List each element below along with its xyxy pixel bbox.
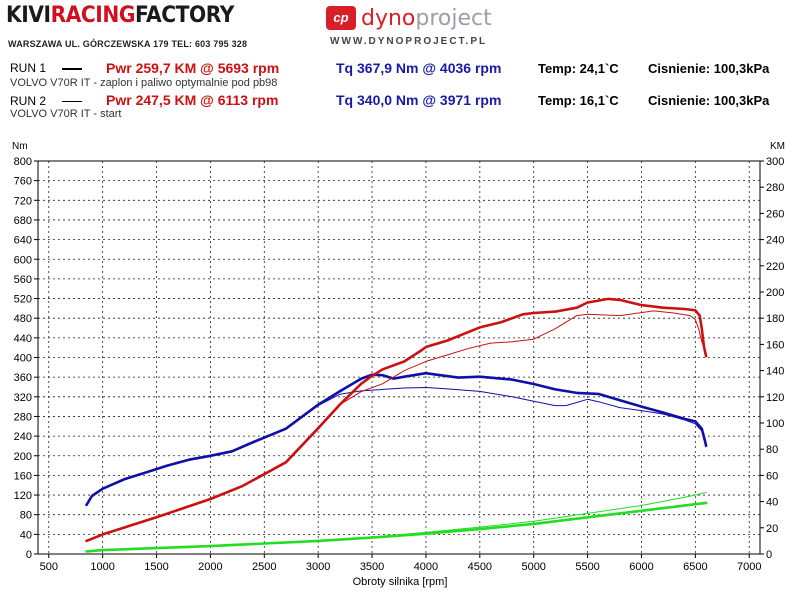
kivi-address: WARSZAWA UL. GÓRCZEWSKA 179 TEL: 603 795… [8, 39, 248, 49]
y-left-tick-label: 400 [14, 353, 32, 365]
run1-temp: Temp: 24,1`C [538, 61, 619, 76]
run2-power: Pwr 247,5 KM @ 6113 rpm [106, 92, 279, 108]
y-left-tick-label: 800 [14, 156, 32, 168]
y-left-tick-label: 680 [14, 215, 32, 227]
run1-power: Pwr 259,7 KM @ 5693 rpm [106, 60, 280, 76]
x-axis-title: Obroty silnika [rpm] [353, 576, 448, 588]
x-tick-label: 1000 [90, 561, 114, 573]
x-tick-label: 1500 [144, 561, 168, 573]
y-left-tick-label: 0 [26, 549, 32, 561]
y-left-tick-label: 200 [14, 451, 32, 463]
y-right-tick-label: 140 [766, 366, 784, 378]
y-left-tick-label: 600 [14, 254, 32, 266]
run1-torque: Tq 367,9 Nm @ 4036 rpm [336, 60, 502, 76]
x-tick-label: 5000 [521, 561, 545, 573]
x-tick-label: 4000 [414, 561, 438, 573]
run2-torque: Tq 340,0 Nm @ 3971 rpm [336, 92, 502, 108]
run2-line-sample [62, 101, 82, 102]
x-tick-label: 4500 [468, 561, 492, 573]
y-right-tick-label: 100 [766, 418, 784, 430]
dyno-chart: 500 1000 1500 2000 2500 3000 3500 4000 4500 5000 5… [0, 120, 800, 600]
dyno-project-url: WWW.DYNOPROJECT.PL [330, 36, 488, 47]
y-left-tick-label: 760 [14, 176, 32, 188]
y-right-tick-label: 280 [766, 182, 784, 194]
run2-label: RUN 2 [10, 94, 47, 108]
run1-line-sample [62, 68, 82, 70]
y-right-tick-label: 200 [766, 287, 784, 299]
y-right-tick-label: 40 [766, 497, 778, 509]
run2-power-curve [86, 310, 707, 542]
dyno-project-badge-icon: cp [326, 6, 356, 30]
y-right-tick-label: 80 [766, 444, 778, 456]
x-tick-label: 2000 [198, 561, 222, 573]
y-left-tick-label: 120 [14, 490, 32, 502]
run2-losses-curve [86, 491, 707, 552]
y-right-tick-label: 180 [766, 313, 784, 325]
x-tick-label: 2500 [252, 561, 276, 573]
run2-pressure: Cisnienie: 100,3kPa [648, 93, 770, 108]
y-right-axis-title: KM [770, 141, 785, 152]
y-left-tick-label: 480 [14, 313, 32, 325]
y-left-tick-label: 360 [14, 372, 32, 384]
y-left-tick-label: 280 [14, 411, 32, 423]
y-right-tick-label: 60 [766, 470, 778, 482]
run1-pressure: Cisnienie: 100,3kPa [648, 61, 770, 76]
x-tick-label: 3000 [306, 561, 330, 573]
y-right-tick-label: 260 [766, 208, 784, 220]
x-tick-label: 500 [40, 561, 58, 573]
y-left-tick-label: 440 [14, 333, 32, 345]
y-right-tick-label: 300 [766, 156, 784, 168]
x-tick-label: 6000 [629, 561, 653, 573]
run1-label: RUN 1 [10, 61, 47, 75]
y-left-tick-label: 160 [14, 470, 32, 482]
y-right-tick-label: 240 [766, 235, 784, 247]
y-left-axis-title: Nm [12, 141, 28, 152]
y-right-tick-label: 20 [766, 523, 778, 535]
y-left-tick-label: 640 [14, 235, 32, 247]
run2-temp: Temp: 16,1`C [538, 93, 619, 108]
run1-description: VOLVO V70R IT - zaplon i paliwo optymaln… [10, 77, 278, 89]
run2-description: VOLVO V70R IT - start [10, 108, 122, 120]
dyno-project-logo: dynoproject [361, 6, 492, 31]
y-right-tick-label: 120 [766, 392, 784, 404]
y-left-tick-label: 520 [14, 294, 32, 306]
y-left-tick-label: 320 [14, 392, 32, 404]
y-left-tick-label: 80 [20, 510, 32, 522]
y-right-tick-label: 220 [766, 261, 784, 273]
y-left-tick-label: 560 [14, 274, 32, 286]
y-right-tick-label: 0 [766, 549, 772, 561]
y-left-tick-label: 240 [14, 431, 32, 443]
y-right-tick-label: 160 [766, 339, 784, 351]
x-tick-label: 5500 [575, 561, 599, 573]
y-left-tick-label: 40 [20, 529, 32, 541]
x-tick-label: 3500 [360, 561, 384, 573]
kivi-racing-logo: KIVIRACINGFACTORY [6, 3, 234, 28]
x-tick-label: 7000 [737, 561, 761, 573]
x-tick-label: 6500 [683, 561, 707, 573]
run2-torque-curve [86, 387, 707, 506]
y-left-tick-label: 720 [14, 195, 32, 207]
